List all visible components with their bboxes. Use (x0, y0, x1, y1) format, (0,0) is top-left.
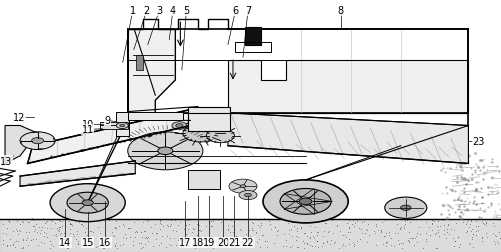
Text: 2: 2 (144, 6, 150, 16)
Circle shape (120, 125, 125, 127)
Circle shape (299, 198, 312, 205)
Text: 8: 8 (338, 6, 344, 16)
Circle shape (20, 132, 55, 150)
Text: 6: 6 (232, 6, 238, 16)
Bar (188, 170, 220, 189)
Bar (235, 43, 271, 53)
Circle shape (32, 138, 44, 144)
Circle shape (50, 184, 125, 222)
Circle shape (280, 189, 331, 214)
Circle shape (128, 132, 203, 170)
Circle shape (244, 194, 252, 197)
Text: 13: 13 (0, 156, 12, 166)
Polygon shape (128, 30, 175, 113)
Text: 4: 4 (170, 6, 176, 16)
Circle shape (158, 147, 173, 155)
Text: 12: 12 (13, 112, 25, 122)
Bar (100, 122, 128, 126)
Text: 7: 7 (245, 6, 251, 16)
Circle shape (188, 118, 208, 129)
Text: 18: 18 (192, 237, 204, 247)
Circle shape (229, 179, 257, 194)
Polygon shape (20, 161, 135, 186)
Text: 15: 15 (82, 237, 94, 247)
Polygon shape (28, 108, 198, 164)
Circle shape (239, 191, 257, 200)
Bar (245, 28, 261, 45)
Text: 14: 14 (59, 237, 71, 247)
Circle shape (240, 185, 246, 188)
Text: 3: 3 (156, 6, 162, 16)
Circle shape (263, 180, 348, 223)
Bar (188, 107, 230, 131)
Text: 5: 5 (183, 6, 189, 16)
Bar (128, 112, 183, 121)
Polygon shape (228, 113, 468, 164)
Text: 22: 22 (242, 237, 254, 247)
Circle shape (67, 193, 108, 213)
Text: 21: 21 (228, 237, 240, 247)
Circle shape (116, 123, 128, 129)
Text: 11: 11 (82, 125, 94, 135)
Text: 17: 17 (179, 237, 191, 247)
Bar (116, 112, 129, 136)
Text: 9: 9 (105, 116, 111, 126)
Circle shape (172, 122, 187, 130)
Text: 19: 19 (203, 237, 215, 247)
Text: 23: 23 (472, 136, 484, 146)
Text: 1: 1 (130, 6, 136, 16)
Polygon shape (228, 60, 468, 113)
Text: 20: 20 (217, 237, 229, 247)
Circle shape (176, 124, 183, 128)
Text: 16: 16 (99, 237, 111, 247)
Bar (100, 125, 128, 129)
Circle shape (82, 200, 93, 206)
Circle shape (385, 197, 427, 218)
Polygon shape (5, 126, 38, 164)
Text: 10: 10 (82, 120, 94, 130)
Circle shape (183, 125, 218, 142)
Circle shape (206, 129, 234, 143)
Polygon shape (136, 55, 143, 71)
Circle shape (401, 205, 411, 211)
